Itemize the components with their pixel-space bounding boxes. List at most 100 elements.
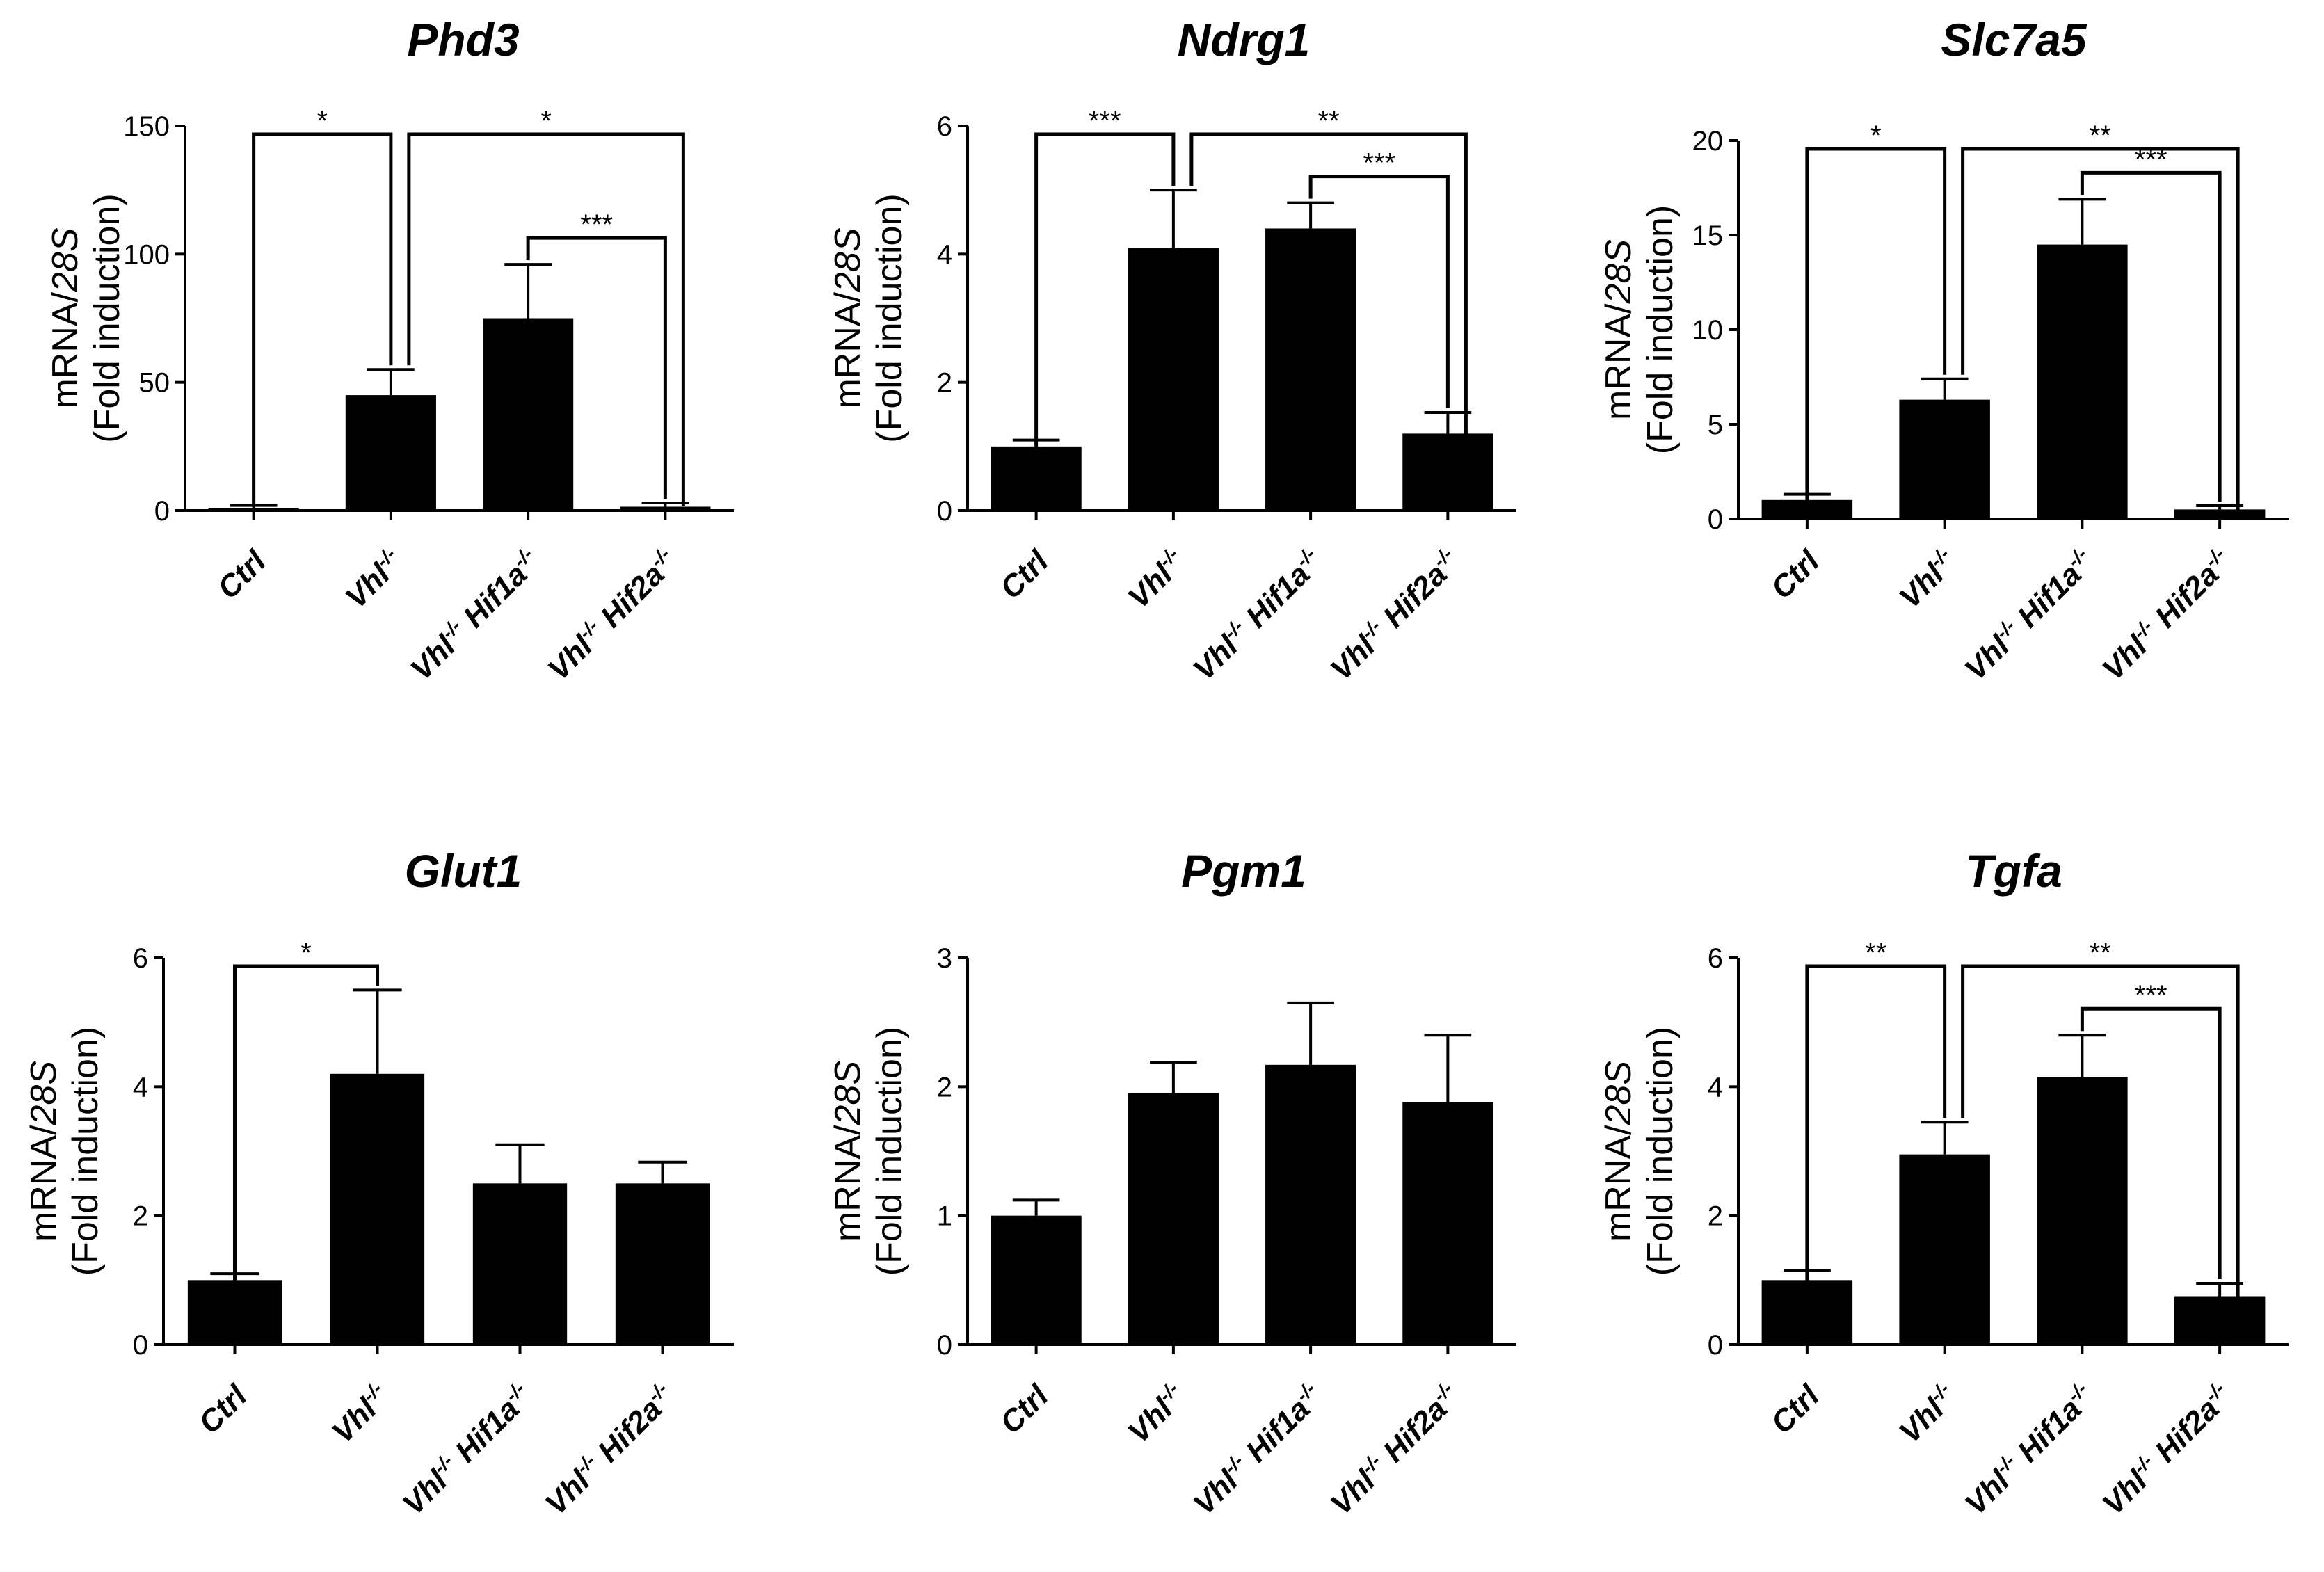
category-label: Ctrl (993, 1379, 1055, 1441)
y-axis-title-line2: (Fold induction) (870, 1027, 910, 1276)
category-label: Vhl-/- Hif1a-/- (1957, 1378, 2101, 1522)
bar (1402, 433, 1493, 511)
bar (620, 506, 711, 511)
y-tick-label: 0 (133, 1330, 148, 1361)
significance-label: * (316, 106, 328, 136)
y-tick-label: 50 (139, 368, 170, 399)
chart-title: Tgfa (1965, 845, 2062, 897)
category-label-text: Ctrl (1765, 544, 1827, 606)
bar (991, 1215, 1082, 1345)
y-tick-label: 0 (154, 496, 170, 527)
bar (2174, 509, 2266, 519)
category-label: Vhl-/- (324, 1378, 396, 1450)
chart-title: Glut1 (405, 845, 522, 897)
y-axis-title-line1-a: mRNA/ (828, 291, 868, 408)
significance-label: ** (2090, 120, 2111, 151)
bar (615, 1183, 710, 1345)
chart-panel-ndrg1: Ndrg1 mRNA/28S (Fold induction) 0 2 4 6 Ctrl Vhl… (828, 14, 1516, 687)
significance-label: * (540, 106, 552, 136)
chart-title: Slc7a5 (1941, 14, 2087, 65)
significance-bracket (1805, 964, 1947, 1340)
y-tick-label: 2 (133, 1201, 148, 1232)
y-axis-title: mRNA/28S (1598, 239, 1639, 420)
bar (345, 395, 436, 511)
category-label: Vhl-/- Hif1a-/- (395, 1378, 539, 1522)
bar (2174, 1296, 2266, 1345)
y-tick-label: 3 (937, 943, 952, 974)
y-axis-title-line1-a: mRNA/ (45, 291, 86, 408)
category-label: Vhl-/- Hif1a-/- (1186, 543, 1330, 687)
y-axis-title: mRNA/28S (828, 1061, 868, 1242)
category-label: Vhl-/- Hif1a-/- (1957, 543, 2101, 687)
significance-bracket (407, 132, 685, 506)
y-axis-title-line2: (Fold induction) (1640, 1027, 1681, 1276)
category-label: Vhl-/- Hif2a-/- (538, 1378, 682, 1522)
category-label: Ctrl (1765, 544, 1827, 606)
category-label: Vhl-/- (1892, 543, 1964, 615)
y-axis-title-line1-b: 28S (1598, 1061, 1639, 1126)
chart-panel-slc7a5: Slc7a5 mRNA/28S (Fold induction) 0 5 10 15 20 Ct… (1598, 14, 2289, 687)
y-axis-title-line1-b: 28S (45, 227, 86, 293)
category-label: Vhl-/- Hif2a-/- (1323, 543, 1467, 687)
y-tick-label: 4 (1708, 1072, 1723, 1102)
bar (1899, 399, 1990, 519)
y-tick-label: 2 (937, 1072, 952, 1102)
significance-label: *** (1089, 106, 1121, 136)
significance-bracket (2080, 170, 2222, 502)
bar (1128, 248, 1219, 511)
category-label-text: Ctrl (211, 544, 273, 606)
category-label: Ctrl (211, 544, 273, 606)
y-tick-label: 10 (1692, 315, 1724, 346)
y-tick-label: 1 (937, 1201, 952, 1232)
significance-bracket (1961, 147, 2240, 515)
chart-title: Pgm1 (1181, 845, 1306, 897)
bar (1402, 1102, 1493, 1345)
y-tick-label: 6 (1708, 943, 1723, 974)
significance-bracket (1961, 964, 2240, 1340)
y-axis-title-line1-b: 28S (1598, 239, 1639, 305)
chart-panel-phd3: Phd3 mRNA/28S (Fold induction) 0 50 100 150 Ctr… (45, 14, 734, 687)
category-label: Vhl-/- Hif2a-/- (2095, 1378, 2239, 1522)
y-axis-title: mRNA/28S (24, 1061, 64, 1242)
y-axis-title-line1-a: mRNA/ (1598, 1125, 1639, 1242)
category-label: Vhl-/- (1121, 543, 1192, 615)
bar (1265, 1064, 1356, 1345)
category-label: Ctrl (192, 1379, 254, 1441)
y-axis-title-line2: (Fold induction) (87, 193, 127, 442)
category-label-text: Ctrl (1765, 1379, 1827, 1441)
y-tick-label: 6 (937, 111, 952, 142)
category-label: Vhl-/- Hif2a-/- (1323, 1378, 1467, 1522)
category-label: Vhl-/- (1892, 1378, 1964, 1450)
category-label: Ctrl (1765, 1379, 1827, 1441)
significance-label: *** (2135, 980, 2167, 1011)
significance-label: *** (580, 209, 613, 240)
y-axis-title-line2: (Fold induction) (65, 1027, 106, 1276)
category-label: Vhl-/- (338, 543, 410, 615)
significance-bracket (233, 964, 379, 1340)
bar (2037, 1077, 2128, 1345)
category-label: Vhl-/- Hif2a-/- (2095, 543, 2239, 687)
y-tick-label: 4 (937, 239, 952, 270)
y-tick-label: 2 (937, 368, 952, 399)
chart-panel-tgfa: Tgfa mRNA/28S (Fold induction) 0 2 4 6 Ctrl Vhl-… (1598, 845, 2289, 1522)
y-axis-title: mRNA/28S (45, 227, 86, 408)
category-label: Vhl-/- Hif1a-/- (403, 543, 547, 687)
bar (483, 318, 574, 511)
y-axis-title-line2: (Fold induction) (870, 193, 910, 442)
category-label: Vhl-/- Hif2a-/- (540, 543, 684, 687)
significance-label: *** (1363, 148, 1395, 179)
y-axis-title-line1-a: mRNA/ (24, 1125, 64, 1242)
bar (330, 1073, 425, 1345)
y-tick-label: 20 (1692, 126, 1724, 157)
y-axis-title-line1-a: mRNA/ (828, 1125, 868, 1242)
significance-bracket (1805, 147, 1947, 515)
category-label: Ctrl (993, 544, 1055, 606)
y-tick-label: 0 (1708, 504, 1723, 535)
chart-title: Phd3 (407, 14, 519, 65)
bar (1899, 1154, 1990, 1345)
bar (2037, 244, 2128, 519)
category-label: Vhl-/- Hif1a-/- (1186, 1378, 1330, 1522)
significance-bracket (2080, 1006, 2222, 1279)
significance-label: *** (2135, 144, 2167, 175)
